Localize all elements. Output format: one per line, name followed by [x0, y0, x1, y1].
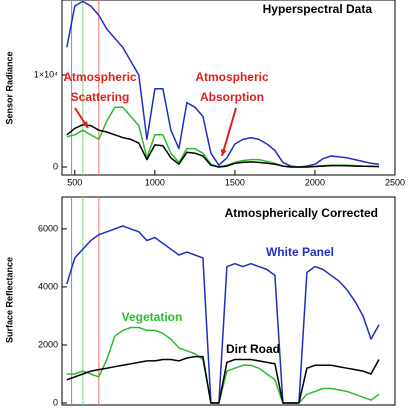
arrow-head	[220, 149, 227, 156]
y-axis-title: Surface Reflectance	[4, 257, 14, 343]
series-line	[66, 326, 380, 404]
x-tick-label: 500	[67, 177, 82, 187]
x-tick-label: 2000	[305, 177, 325, 187]
annotation-arrow	[221, 107, 237, 157]
series-line	[66, 123, 380, 168]
annotation: Absorption	[200, 90, 264, 104]
arrow-head	[82, 121, 88, 128]
series-line	[66, 106, 380, 168]
series-label: White Panel	[266, 245, 334, 259]
annotation: Atmospheric	[195, 70, 269, 84]
y-tick-label: 0	[53, 397, 58, 407]
y-tick-label: 0	[53, 161, 58, 171]
series-line	[66, 225, 380, 404]
y-tick-label: 4000	[38, 281, 58, 291]
series-line	[66, 0, 380, 168]
panel-title: Atmospherically Corrected	[225, 206, 378, 220]
annotation: Scattering	[71, 90, 130, 104]
y-tick-label: 6000	[38, 223, 58, 233]
series-label: Vegetation	[122, 310, 183, 324]
x-tick-label: 1500	[225, 177, 245, 187]
plot-frame	[61, 196, 396, 406]
annotation: Atmospheric	[63, 70, 137, 84]
x-tick-label: 2500	[385, 177, 405, 187]
y-tick-label: 1×10⁴	[34, 69, 58, 79]
series-line	[66, 355, 380, 404]
plot-frame	[61, 0, 396, 176]
y-tick-label: 2000	[38, 339, 58, 349]
series-label: Dirt Road	[226, 342, 280, 356]
panel-title: Hyperspectral Data	[263, 2, 373, 16]
y-axis-title: Sensor Radiance	[4, 51, 14, 124]
x-tick-label: 1000	[145, 177, 165, 187]
